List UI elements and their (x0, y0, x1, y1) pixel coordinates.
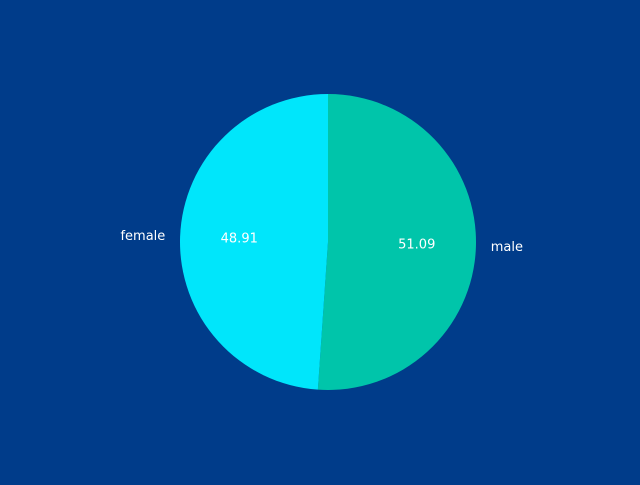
pie-slices (180, 94, 477, 391)
pie-value-label-male: 51.09 (398, 238, 435, 253)
pie-category-label-male: male (491, 240, 523, 255)
pie-labels: 51.09 male 48.91 female (120, 229, 522, 255)
pie-slice-male (317, 94, 477, 391)
pie-slice-female (180, 94, 328, 390)
pie-value-label-female: 48.91 (221, 231, 258, 246)
pie-category-label-female: female (120, 229, 165, 244)
